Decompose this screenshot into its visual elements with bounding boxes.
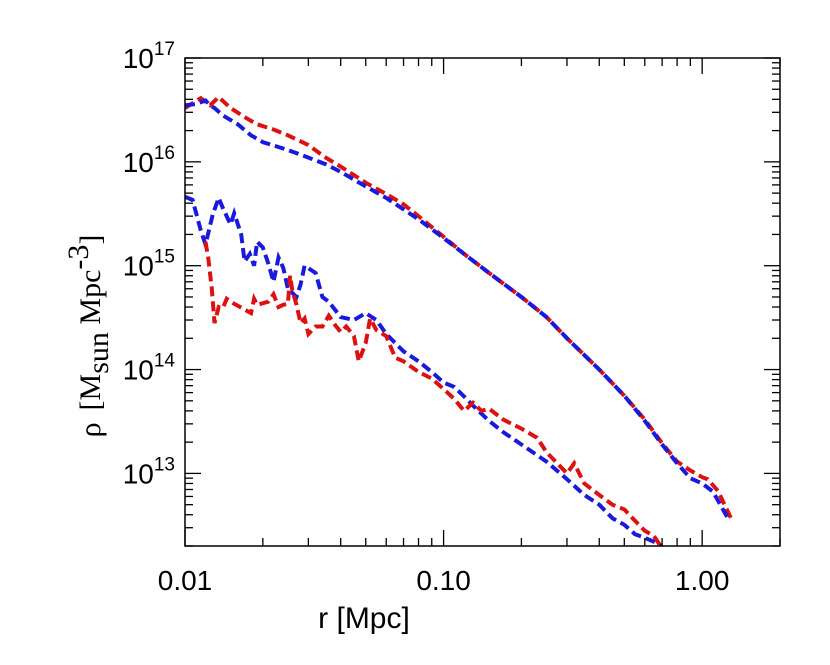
y-axis-label-sup: -3 xyxy=(62,245,95,270)
plot-frame xyxy=(184,57,781,547)
tick-labels: 0.01 0.10 1.00 1013 1014 1015 1016 1017 xyxy=(123,39,730,596)
svg-text:ρ [Msun Mpc-3]: ρ [Msun Mpc-3] xyxy=(62,235,115,438)
y-tick-label: 1014 xyxy=(123,351,176,386)
y-tick-label: 1016 xyxy=(123,143,175,178)
tick-marks xyxy=(184,57,781,547)
y-tick-label: 1015 xyxy=(123,247,175,282)
x-tick-label: 0.01 xyxy=(158,565,213,596)
y-axis-label: ρ [Msun Mpc-3] xyxy=(62,235,115,438)
series-line-3 xyxy=(203,241,663,546)
y-axis-label-close: ] xyxy=(74,235,107,245)
plot-marks xyxy=(185,94,734,546)
y-axis-label-sub: sun xyxy=(82,332,115,374)
y-axis-label-rho: ρ xyxy=(74,422,107,437)
x-axis-label: r [Mpc] xyxy=(318,602,410,635)
x-tick-label: 0.10 xyxy=(416,565,471,596)
plot-border xyxy=(184,57,781,547)
series-line-0 xyxy=(185,94,734,521)
series-line-1 xyxy=(185,98,729,519)
y-tick-label: 1017 xyxy=(123,39,175,74)
y-axis-label-open: [M xyxy=(74,374,107,411)
y-tick-label: 1013 xyxy=(123,454,175,489)
series-line-2 xyxy=(185,192,664,546)
y-axis-label-unit: Mpc xyxy=(74,270,107,333)
x-tick-label: 1.00 xyxy=(675,565,730,596)
